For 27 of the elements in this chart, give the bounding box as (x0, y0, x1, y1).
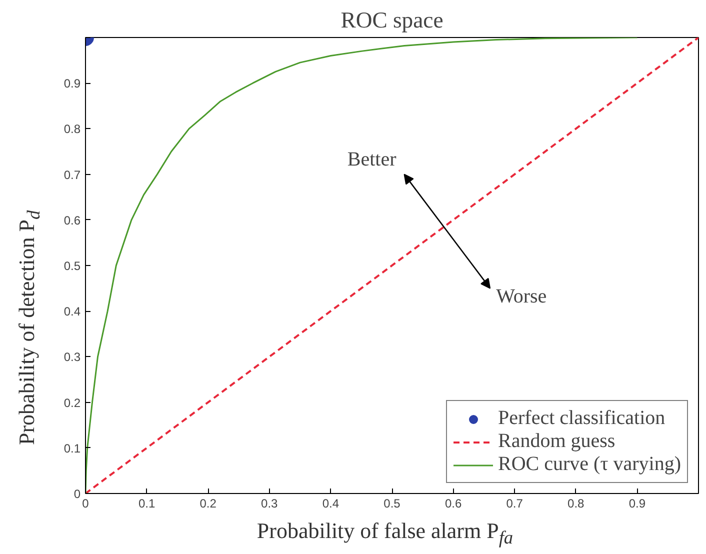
x-tick-label: 0.8 (568, 496, 585, 510)
legend-label: ROC curve (τ varying) (498, 453, 681, 476)
x-tick-label: 0.1 (138, 496, 156, 510)
y-tick-label: 0.3 (64, 350, 81, 364)
annotation: Worse (496, 285, 547, 308)
y-tick-label: 0.1 (64, 441, 81, 456)
annotation: Better (347, 148, 397, 170)
x-tick-label: 0.6 (444, 496, 462, 510)
y-tick-label: 0.4 (64, 304, 81, 319)
x-tick-label: 0.5 (384, 496, 401, 510)
x-tick-label: 0.2 (200, 496, 217, 510)
x-tick-label: 0.7 (506, 496, 524, 510)
chart-title: ROC space (340, 8, 444, 32)
x-tick-label: 0.4 (322, 496, 340, 510)
y-tick-label: 0.8 (64, 122, 81, 136)
y-tick-label: 0.9 (64, 76, 81, 91)
x-axis-title: Probability of false alarm P$_{fa}$ (256, 517, 514, 550)
y-tick-label: 0.2 (64, 396, 81, 410)
x-tick-label: 0.9 (628, 496, 646, 510)
y-tick-label: 0.5 (64, 259, 81, 273)
x-tick-label: 0 (82, 496, 90, 510)
y-tick-label: 0.7 (64, 168, 81, 182)
y-tick-label: 0.6 (64, 213, 81, 228)
y-tick-label: 0 (74, 487, 81, 501)
x-tick-label: 0.3 (261, 496, 278, 510)
legend-label: Perfect classification (498, 407, 666, 430)
legend-label: Random guess (498, 430, 616, 453)
